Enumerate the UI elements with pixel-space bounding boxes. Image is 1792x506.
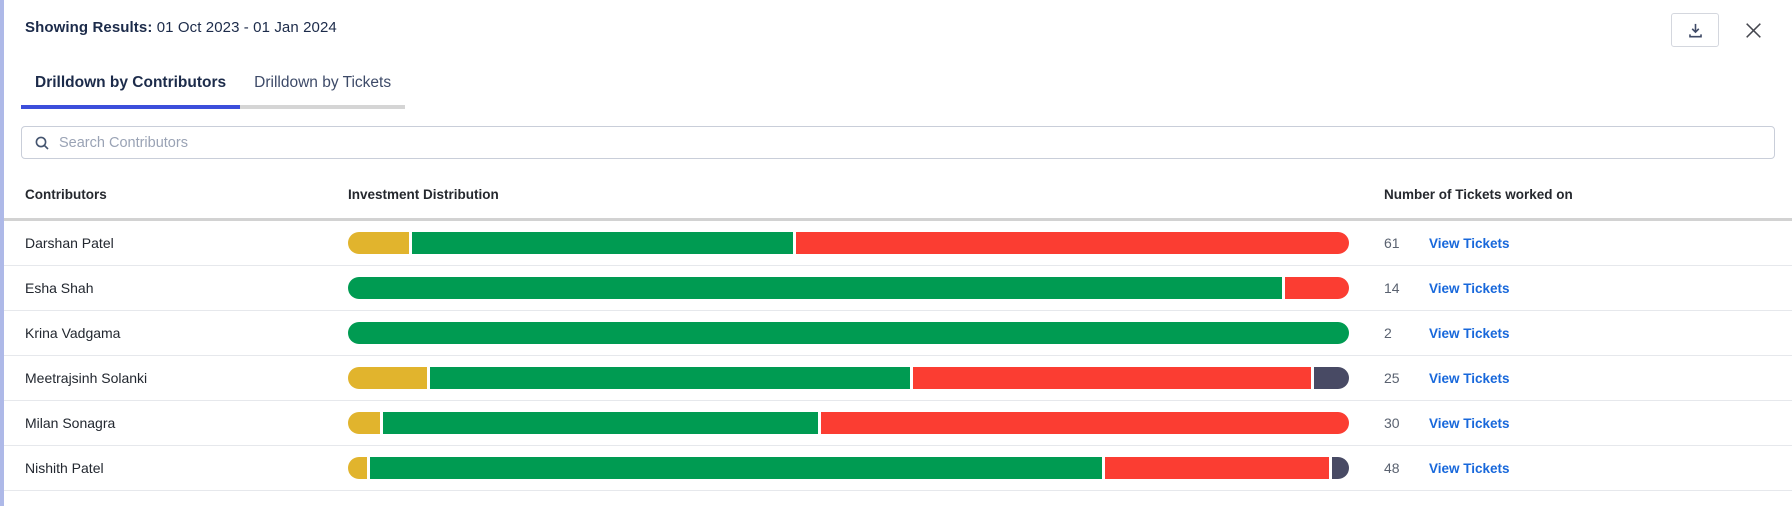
contributor-name: Darshan Patel xyxy=(25,235,114,251)
panel-header: Showing Results: 01 Oct 2023 - 01 Jan 20… xyxy=(4,0,1792,47)
investment-distribution-bar xyxy=(348,232,1350,254)
bar-segment-yellow xyxy=(348,367,428,389)
contributor-name: Nishith Patel xyxy=(25,460,104,476)
bar-segment-yellow xyxy=(348,232,410,254)
bar-segment-red xyxy=(821,412,1349,434)
download-icon xyxy=(1687,22,1704,39)
table-row: Krina Vadgama 2 View Tickets xyxy=(4,311,1792,356)
ticket-count: 61 xyxy=(1384,235,1400,251)
view-tickets-link[interactable]: View Tickets xyxy=(1429,460,1510,476)
ticket-count: 48 xyxy=(1384,460,1400,476)
header-actions xyxy=(1671,13,1768,47)
contributor-name: Krina Vadgama xyxy=(25,325,121,341)
ticket-count: 30 xyxy=(1384,415,1400,431)
view-tickets-link[interactable]: View Tickets xyxy=(1429,415,1510,431)
view-tickets-link[interactable]: View Tickets xyxy=(1429,370,1510,386)
bar-segment-yellow xyxy=(348,457,368,479)
download-button[interactable] xyxy=(1671,13,1719,47)
table-header: Contributors Investment Distribution Num… xyxy=(4,171,1792,221)
bar-segment-green xyxy=(430,367,910,389)
investment-distribution-bar xyxy=(348,277,1349,299)
column-header-investment-distribution: Investment Distribution xyxy=(348,187,499,202)
bar-segment-red xyxy=(1104,457,1329,479)
bar-segment-dark xyxy=(1313,367,1349,389)
showing-results-text: Showing Results: 01 Oct 2023 - 01 Jan 20… xyxy=(25,13,337,36)
bar-segment-green xyxy=(348,322,1349,344)
view-tickets-link[interactable]: View Tickets xyxy=(1429,325,1510,341)
column-header-contributors: Contributors xyxy=(25,187,107,202)
bar-segment-green xyxy=(412,232,793,254)
column-header-tickets: Number of Tickets worked on xyxy=(1384,187,1573,202)
search-input[interactable] xyxy=(59,134,1762,151)
contributor-name: Meetrajsinh Solanki xyxy=(25,370,148,386)
bar-segment-green xyxy=(383,412,819,434)
date-range-text: 01 Oct 2023 - 01 Jan 2024 xyxy=(156,19,337,36)
table-row: Darshan Patel 61 View Tickets xyxy=(4,221,1792,266)
close-button[interactable] xyxy=(1739,16,1768,45)
bar-segment-green xyxy=(348,277,1282,299)
contributor-name: Milan Sonagra xyxy=(25,415,116,431)
close-icon xyxy=(1743,20,1764,41)
tab-strip: Drilldown by Contributors Drilldown by T… xyxy=(21,74,1792,109)
table-row: Nishith Patel 48 View Tickets xyxy=(4,446,1792,491)
bar-segment-green xyxy=(370,457,1102,479)
investment-distribution-bar xyxy=(348,412,1349,434)
investment-distribution-bar xyxy=(348,322,1349,344)
investment-distribution-bar xyxy=(348,367,1349,389)
ticket-count: 25 xyxy=(1384,370,1400,386)
table-row: Milan Sonagra 30 View Tickets xyxy=(4,401,1792,446)
view-tickets-link[interactable]: View Tickets xyxy=(1429,280,1510,296)
table-row: Esha Shah 14 View Tickets xyxy=(4,266,1792,311)
investment-distribution-bar xyxy=(348,457,1349,479)
bar-segment-red xyxy=(795,232,1350,254)
contributor-name: Esha Shah xyxy=(25,280,94,296)
search-bar xyxy=(21,126,1775,159)
tab-drilldown-by-tickets[interactable]: Drilldown by Tickets xyxy=(240,74,406,109)
view-tickets-link[interactable]: View Tickets xyxy=(1429,235,1510,251)
showing-results-label: Showing Results: xyxy=(25,19,153,36)
search-icon xyxy=(34,135,50,151)
table-row: Meetrajsinh Solanki 25 View Tickets xyxy=(4,356,1792,401)
tab-drilldown-by-contributors[interactable]: Drilldown by Contributors xyxy=(21,74,241,109)
ticket-count: 14 xyxy=(1384,280,1400,296)
bar-segment-red xyxy=(912,367,1311,389)
ticket-count: 2 xyxy=(1384,325,1392,341)
bar-segment-dark xyxy=(1331,457,1349,479)
bar-segment-yellow xyxy=(348,412,381,434)
bar-segment-red xyxy=(1284,277,1349,299)
